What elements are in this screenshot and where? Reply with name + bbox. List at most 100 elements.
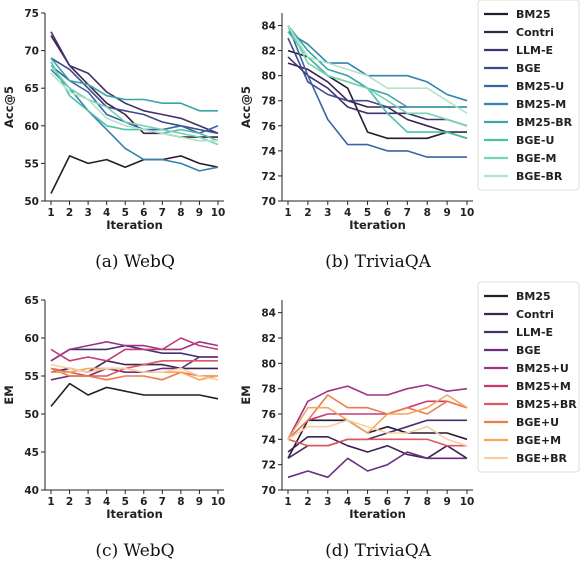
- legend-entry: BGE: [516, 344, 541, 357]
- legend-entry: BGE-M: [516, 152, 556, 165]
- y-tick-label: 75: [24, 8, 39, 20]
- series-line: [287, 31, 468, 102]
- series-line: [50, 367, 218, 381]
- legend-entry: BM25: [516, 8, 551, 21]
- x-axis-label: Iteration: [349, 507, 406, 521]
- series-line: [287, 394, 468, 440]
- series-line: [50, 363, 219, 381]
- legend-frame: [477, 281, 580, 473]
- series-line: [50, 340, 219, 362]
- y-tick-label: 76: [261, 121, 276, 133]
- legend-entry: BM25: [516, 290, 551, 303]
- legend: BM25 Contri LLM-E BGE BM25-U BM25-M BM25-BR BGE…: [477, 0, 580, 191]
- y-tick-label: 74: [261, 434, 276, 446]
- legend-entry: BM25+U: [516, 362, 569, 375]
- x-tick-label: 6: [384, 207, 391, 219]
- x-tick-label: 4: [344, 207, 351, 219]
- x-tick-label: 5: [364, 496, 371, 508]
- series-line: [287, 419, 468, 447]
- y-tick-label: 82: [261, 333, 276, 345]
- x-axis-label: Iteration: [349, 218, 406, 232]
- x-tick-label: 9: [443, 496, 450, 508]
- x-tick-label: 8: [177, 207, 184, 219]
- series-line: [287, 62, 467, 133]
- legend-frame: [477, 0, 580, 191]
- series-line: [50, 35, 218, 138]
- x-tick-label: 10: [460, 207, 475, 219]
- x-tick-label: 3: [324, 207, 331, 219]
- y-tick-label: 60: [24, 121, 39, 133]
- legend-entry: BGE+M: [516, 434, 561, 447]
- series-line: [287, 25, 468, 127]
- y-tick-label: 45: [24, 447, 39, 459]
- series-line: [50, 68, 219, 172]
- series-line: [50, 65, 219, 146]
- x-axis-label: Iteration: [106, 218, 163, 232]
- x-tick-label: 5: [122, 207, 129, 219]
- x-tick-label: 9: [196, 207, 203, 219]
- y-tick-label: 80: [261, 358, 276, 370]
- legend-entry: BGE: [516, 62, 541, 75]
- x-tick-label: 10: [211, 496, 226, 508]
- x-tick-label: 6: [140, 496, 147, 508]
- x-tick-label: 9: [196, 496, 203, 508]
- x-tick-label: 7: [159, 496, 166, 508]
- x-tick-label: 3: [84, 207, 91, 219]
- x-tick-label: 2: [304, 496, 311, 508]
- y-axis-label: Acc@5: [2, 86, 16, 128]
- y-tick-label: 72: [261, 171, 276, 183]
- x-tick-label: 3: [324, 496, 331, 508]
- x-tick-label: 4: [103, 207, 110, 219]
- x-tick-label: 4: [103, 496, 110, 508]
- series-line: [50, 337, 219, 362]
- x-tick-label: 7: [404, 496, 411, 508]
- y-tick-label: 70: [261, 196, 276, 208]
- x-tick-label: 1: [284, 207, 291, 219]
- x-tick-label: 10: [460, 496, 475, 508]
- x-tick-label: 4: [344, 496, 351, 508]
- y-axis-label: Acc@5: [239, 86, 253, 128]
- x-tick-label: 5: [364, 207, 371, 219]
- legend-entry: BM25+M: [516, 380, 571, 393]
- x-axis-label: Iteration: [106, 507, 163, 521]
- series-line: [50, 72, 218, 142]
- y-axis-label: EM: [2, 385, 16, 404]
- y-tick-label: 70: [261, 485, 276, 497]
- y-tick-label: 65: [24, 295, 39, 307]
- series-line: [287, 435, 468, 460]
- x-tick-label: 2: [66, 496, 73, 508]
- legend-entry: BGE+U: [516, 416, 559, 429]
- x-tick-label: 6: [384, 496, 391, 508]
- y-tick-label: 50: [24, 409, 39, 421]
- y-tick-label: 65: [24, 83, 39, 95]
- series-line: [50, 57, 219, 135]
- series-line: [287, 438, 467, 447]
- x-tick-label: 7: [404, 207, 411, 219]
- x-tick-label: 6: [140, 207, 147, 219]
- legend-entry: BM25-U: [516, 80, 564, 93]
- y-tick-label: 76: [261, 409, 276, 421]
- legend-entry: Contri: [516, 26, 554, 39]
- series-line: [287, 451, 467, 479]
- x-tick-label: 7: [159, 207, 166, 219]
- chart-caption: (c) WebQ: [95, 541, 174, 561]
- chart-caption: (a) WebQ: [95, 252, 175, 272]
- series-line: [287, 25, 467, 158]
- x-tick-label: 1: [47, 207, 54, 219]
- x-tick-label: 8: [424, 207, 431, 219]
- y-tick-label: 74: [261, 146, 276, 158]
- x-tick-label: 2: [304, 207, 311, 219]
- x-tick-label: 5: [122, 496, 129, 508]
- y-tick-label: 55: [24, 158, 39, 170]
- y-tick-label: 78: [261, 384, 276, 396]
- y-tick-label: 55: [24, 371, 39, 383]
- series-line: [287, 25, 468, 114]
- y-tick-label: 72: [261, 460, 276, 472]
- series-line: [287, 384, 468, 440]
- x-tick-label: 10: [211, 207, 226, 219]
- x-tick-label: 8: [177, 496, 184, 508]
- series-line: [50, 31, 219, 135]
